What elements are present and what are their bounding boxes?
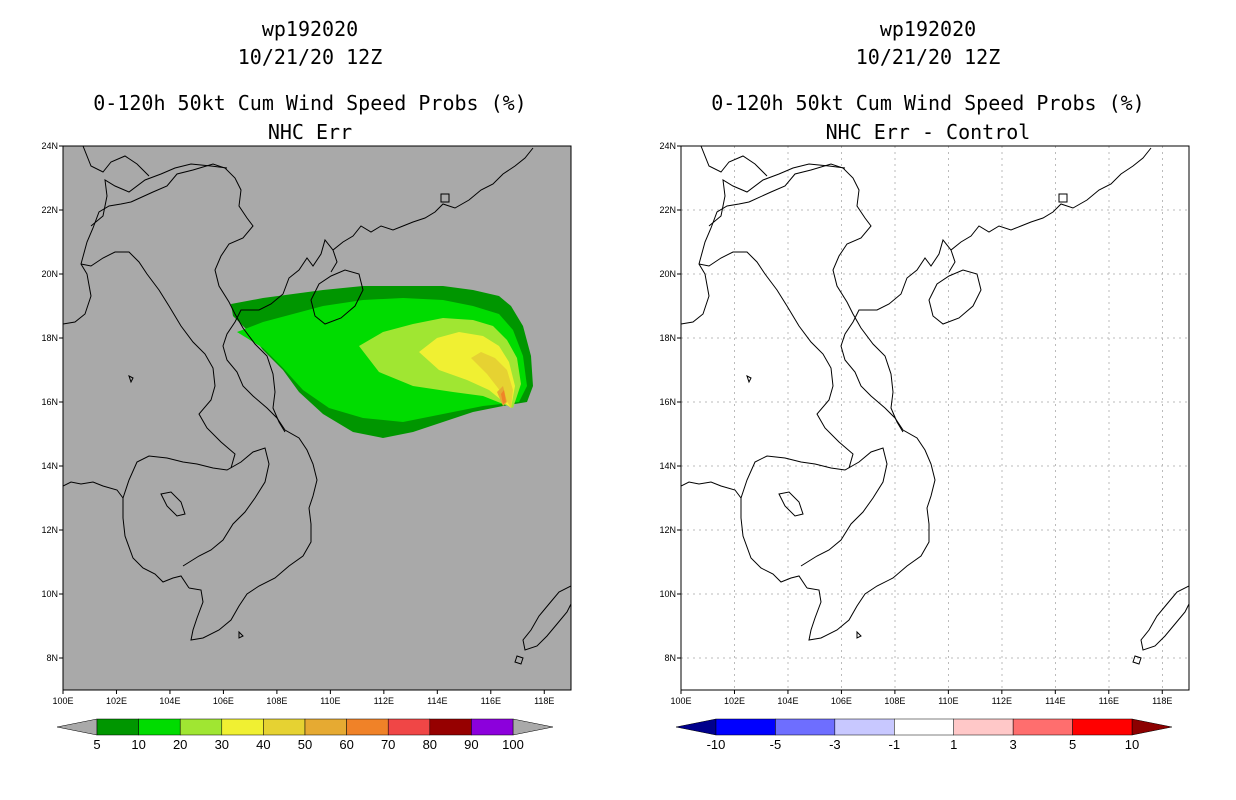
left-lat-label: 10N [41,589,58,599]
right-lat-label: 24N [659,141,676,151]
right-lat-label: 14N [659,461,676,471]
right-cbar-label: -3 [829,737,841,752]
left-title-datetime: 10/21/20 12Z [237,45,383,69]
left-cbar-swatch [263,718,306,736]
right-lat-label: 12N [659,525,676,535]
right-title-subtitle: NHC Err - Control [825,120,1031,144]
right-colorbar: -10 -5 -3 -1 1 3 5 10 [675,718,1173,752]
right-map [680,145,1190,691]
left-cbar-swatch [96,718,139,736]
right-cbar-label: -10 [707,737,726,752]
left-map [62,145,572,691]
right-cbar-swatch [1012,718,1073,736]
right-cbar-swatch [834,718,895,736]
right-cbar-swatch [715,718,776,736]
right-lat-label: 18N [659,333,676,343]
left-cbar-low-arrow [56,718,98,736]
left-lat-label: 8N [46,653,58,663]
left-lon-label: 106E [213,696,234,706]
left-lat-label: 22N [41,205,58,215]
left-lon-label: 104E [159,696,180,706]
left-lon-label: 116E [481,696,501,706]
right-cbar-high-arrow [1131,718,1173,736]
left-cbar-swatch [138,718,181,736]
right-gridlines [681,146,1189,690]
left-cbar-label: 20 [173,737,187,752]
right-title-storm: wp192020 [879,17,977,41]
right-lon-label: 104E [777,696,798,706]
left-title-product: 0-120h 50kt Cum Wind Speed Probs (%) [93,91,527,115]
left-cbar-label: 60 [339,737,353,752]
left-lon-label: 102E [106,696,127,706]
right-cbar-label: 3 [1010,737,1017,752]
left-cbar-swatch [471,718,514,736]
left-cbar-swatch [429,718,472,736]
right-lon-label: 100E [670,696,691,706]
left-title-storm: wp192020 [261,17,359,41]
right-lon-label: 116E [1099,696,1119,706]
right-lon-label: 102E [724,696,745,706]
left-lon-label: 110E [320,696,340,706]
right-title-product: 0-120h 50kt Cum Wind Speed Probs (%) [711,91,1145,115]
left-lat-label: 16N [41,397,58,407]
left-prob-shading [231,286,533,438]
left-cbar-label: 90 [464,737,478,752]
right-lat-label: 8N [664,653,676,663]
right-lon-label: 108E [884,696,905,706]
left-title-subtitle: NHC Err [267,120,353,144]
left-colorbar: 5 10 20 30 40 50 60 70 80 90 100 [56,718,554,752]
left-axis-labels: 100E 102E 104E 106E 108E 110E 112E 114E 116E 118E… [41,141,554,706]
right-cbar-label: 10 [1125,737,1139,752]
right-cbar-swatch [775,718,836,736]
left-cbar-swatch [346,718,389,736]
left-cbar-label: 80 [423,737,437,752]
left-lon-label: 112E [374,696,394,706]
left-cbar-swatch [179,718,223,736]
right-cbar-label: -5 [770,737,782,752]
right-lat-label: 22N [659,205,676,215]
left-lat-label: 18N [41,333,58,343]
right-cbar-label: -1 [889,737,901,752]
left-cbar-swatch [304,718,347,736]
right-lon-label: 106E [831,696,852,706]
right-lat-label: 16N [659,397,676,407]
right-lon-label: 110E [938,696,958,706]
left-map-background [63,146,571,690]
left-lon-label: 114E [427,696,447,706]
right-cbar-label: 5 [1069,737,1076,752]
left-cbar-label: 5 [93,737,100,752]
right-cbar-swatch [1072,718,1133,736]
left-cbar-high-arrow [512,718,554,736]
left-lat-label: 20N [41,269,58,279]
right-lat-label: 20N [659,269,676,279]
left-cbar-swatch [387,718,431,736]
left-lat-label: 14N [41,461,58,471]
left-cbar-swatch [221,718,264,736]
right-cbar-low-arrow [675,718,717,736]
right-cbar-label: 1 [950,737,957,752]
right-axis-labels: 100E 102E 104E 106E 108E 110E 112E 114E 116E 118E… [659,141,1172,706]
left-lon-label: 108E [266,696,287,706]
left-lat-label: 24N [41,141,58,151]
left-cbar-label: 10 [131,737,145,752]
left-cbar-label: 30 [215,737,229,752]
left-cbar-label: 70 [381,737,395,752]
right-map-background [681,146,1189,690]
right-cbar-swatch [953,718,1014,736]
left-lon-label: 118E [534,696,554,706]
right-lon-label: 112E [992,696,1012,706]
left-cbar-label: 50 [298,737,312,752]
left-cbar-label: 40 [256,737,270,752]
right-lon-label: 114E [1045,696,1065,706]
left-cbar-label: 100 [502,737,524,752]
right-cbar-swatch [894,718,954,736]
left-lon-label: 100E [52,696,73,706]
left-lat-label: 12N [41,525,58,535]
right-lon-label: 118E [1152,696,1172,706]
right-lat-label: 10N [659,589,676,599]
right-title-datetime: 10/21/20 12Z [855,45,1001,69]
